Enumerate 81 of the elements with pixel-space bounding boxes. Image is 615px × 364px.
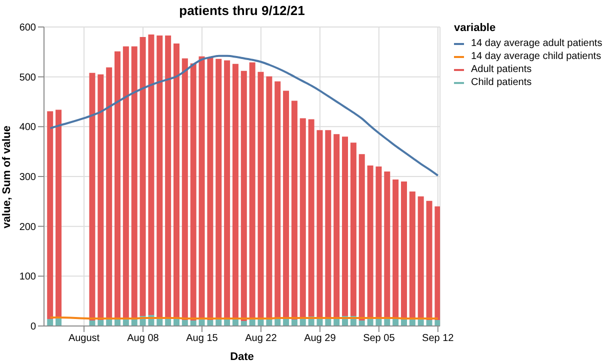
bar bbox=[434, 320, 440, 326]
bar bbox=[376, 166, 382, 318]
bar bbox=[258, 72, 264, 318]
bar bbox=[156, 35, 163, 318]
legend-title: variable bbox=[454, 22, 497, 34]
bar bbox=[316, 130, 323, 318]
bar bbox=[190, 63, 196, 321]
bar bbox=[240, 70, 247, 322]
bar bbox=[418, 320, 424, 326]
legend-label: Child patients bbox=[471, 77, 532, 88]
bar bbox=[358, 320, 365, 326]
y-tick-label: 300 bbox=[19, 172, 36, 184]
y-tick-label: 400 bbox=[19, 122, 36, 134]
y-tick-label: 600 bbox=[19, 22, 36, 34]
legend-label: 14 day average child patients bbox=[471, 51, 602, 62]
bar bbox=[232, 64, 238, 318]
bar bbox=[224, 60, 230, 318]
bar bbox=[426, 320, 432, 326]
line-series bbox=[49, 54, 439, 177]
x-tick-label: Aug 22 bbox=[245, 333, 278, 344]
bar bbox=[325, 130, 332, 318]
bar bbox=[409, 320, 416, 326]
bar bbox=[114, 51, 121, 318]
bar bbox=[283, 90, 290, 318]
bar bbox=[56, 110, 62, 319]
bar bbox=[400, 181, 407, 319]
bar bbox=[384, 319, 390, 326]
y-tick-label: 0 bbox=[30, 322, 36, 333]
bar bbox=[98, 320, 104, 326]
bar bbox=[106, 67, 112, 320]
chart-title: patients thru 9/12/21 bbox=[178, 3, 306, 18]
x-tick-label: Sep 05 bbox=[363, 333, 396, 344]
bar bbox=[350, 142, 356, 316]
bar bbox=[334, 134, 340, 318]
bar bbox=[190, 320, 196, 326]
bar bbox=[207, 320, 214, 326]
bar bbox=[308, 119, 314, 317]
x-tick-label: Aug 15 bbox=[186, 333, 218, 344]
bar bbox=[122, 320, 129, 326]
bar bbox=[89, 72, 96, 321]
bar bbox=[216, 320, 222, 326]
bar bbox=[207, 57, 214, 320]
bar bbox=[300, 118, 306, 318]
bar bbox=[274, 81, 281, 318]
legend-label: 14 day average adult patients bbox=[471, 38, 602, 49]
bar bbox=[131, 46, 138, 320]
bar bbox=[198, 320, 205, 326]
bar bbox=[358, 154, 365, 321]
x-tick-label: Sep 12 bbox=[422, 333, 454, 344]
bar bbox=[291, 100, 298, 320]
bar bbox=[182, 320, 188, 326]
bar bbox=[249, 62, 256, 320]
bar bbox=[148, 34, 154, 316]
x-tick-label: Aug 08 bbox=[127, 333, 160, 344]
x-axis-title: Date bbox=[230, 351, 254, 363]
bar bbox=[165, 35, 172, 318]
bar bbox=[56, 318, 62, 326]
bar bbox=[426, 200, 432, 320]
bar bbox=[392, 179, 399, 320]
bar bbox=[342, 136, 348, 316]
y-tick-label: 100 bbox=[19, 272, 36, 283]
bar bbox=[182, 58, 188, 320]
bar bbox=[367, 319, 374, 326]
x-tick-label: August bbox=[68, 333, 100, 344]
y-tick-label: 500 bbox=[19, 72, 36, 84]
bar bbox=[47, 111, 54, 320]
bar bbox=[392, 319, 399, 326]
bar bbox=[89, 320, 96, 326]
x-tick-label: Aug 29 bbox=[304, 333, 336, 344]
bar bbox=[173, 43, 180, 320]
y-tick-label: 200 bbox=[19, 222, 36, 233]
bar bbox=[98, 74, 104, 320]
bar bbox=[173, 319, 180, 326]
bar bbox=[434, 206, 440, 320]
y-axis-title: value, Sum of value bbox=[1, 126, 13, 228]
bar bbox=[266, 76, 272, 320]
bar bbox=[140, 36, 146, 316]
legend-label: Adult patients bbox=[471, 64, 532, 75]
bar bbox=[47, 319, 54, 326]
bar bbox=[291, 320, 298, 326]
bar bbox=[240, 321, 247, 326]
